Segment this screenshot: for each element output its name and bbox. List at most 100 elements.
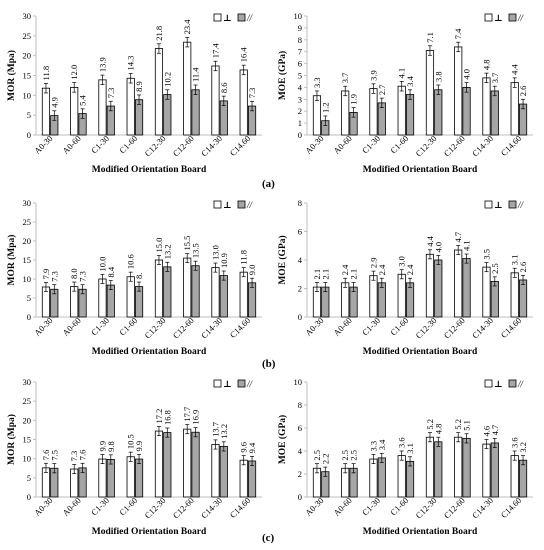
data-label: 2.4 — [377, 264, 387, 275]
data-label: 7.6 — [41, 450, 51, 461]
bar-perpendicular — [126, 276, 135, 318]
bar-parallel — [247, 282, 257, 318]
bar-parallel — [247, 460, 257, 498]
bar-perpendicular — [211, 267, 220, 318]
bar-parallel — [106, 459, 115, 498]
x-tick-label: C14-30 — [199, 495, 224, 520]
bar-perpendicular — [482, 77, 491, 136]
data-label: 8.6 — [219, 83, 229, 94]
bar-perpendicular — [154, 430, 164, 498]
x-tick-label: C14-30 — [199, 315, 224, 340]
data-label: 16.8 — [162, 410, 172, 425]
bar-parallel — [518, 279, 528, 318]
legend-label-perpendicular: ⊥ — [223, 379, 232, 389]
data-label: 3.1 — [510, 255, 520, 266]
data-label: 10.0 — [97, 257, 107, 272]
chart-6: 0 2 4 6 8 10 MOE (GPa) Modified Orientation Boa… — [277, 377, 533, 537]
bar-parallel — [462, 87, 471, 136]
data-label: 9.6 — [239, 442, 249, 453]
bar-perpendicular — [425, 50, 435, 136]
x-tick-label: A0-30 — [32, 133, 54, 155]
x-tick-label: C12-60 — [442, 133, 467, 158]
bar-perpendicular — [454, 436, 463, 498]
y-axis-label: MOR (Mpa) — [6, 50, 17, 101]
x-tick-label: C12-30 — [413, 495, 438, 520]
bar-perpendicular — [183, 257, 192, 318]
y-tick-label: 0 — [27, 492, 31, 502]
bar-perpendicular — [369, 275, 378, 318]
bar-perpendicular — [211, 444, 220, 498]
data-label: 21.8 — [154, 26, 164, 41]
data-label: 2.5 — [312, 450, 322, 461]
data-label: 3.1 — [405, 443, 415, 454]
bar-perpendicular — [454, 46, 463, 136]
x-tick-label: A0-30 — [303, 133, 325, 155]
data-label: 10.2 — [162, 72, 172, 87]
bar-perpendicular — [369, 458, 378, 498]
y-tick-label: 4 — [298, 255, 303, 265]
bar-perpendicular — [510, 272, 519, 318]
y-tick-label: 0 — [27, 312, 31, 322]
data-label: 4.1 — [397, 68, 407, 79]
bar-perpendicular — [312, 95, 322, 136]
data-label: 8.9 — [134, 81, 144, 92]
x-tick-label: C14.60 — [499, 133, 524, 158]
data-label: 3.9 — [368, 70, 378, 81]
y-tick-label: 25 — [23, 396, 32, 406]
bar-parallel — [163, 432, 172, 498]
data-label: 10.6 — [126, 254, 136, 269]
x-tick-label: C1-30 — [89, 133, 111, 155]
y-tick-label: 8 — [298, 198, 302, 208]
x-tick-label: C12-60 — [171, 315, 196, 340]
data-label: 5.1 — [462, 420, 472, 431]
bar-parallel — [490, 90, 499, 136]
bar-parallel — [377, 457, 386, 498]
data-label: 4.6 — [481, 426, 491, 437]
data-label: 23.4 — [182, 19, 192, 35]
bar-parallel — [434, 259, 443, 318]
bar-perpendicular — [341, 282, 350, 318]
x-tick-label: A0-30 — [303, 315, 325, 337]
y-tick-label: 10 — [294, 11, 303, 21]
bar-perpendicular — [70, 87, 79, 136]
bar-perpendicular — [397, 85, 406, 136]
data-label: 16.9 — [191, 410, 201, 425]
bar-perpendicular — [41, 87, 51, 136]
data-label: 17.4 — [210, 43, 220, 59]
bar-perpendicular — [425, 436, 435, 498]
x-tick-label: C14.60 — [228, 315, 253, 340]
data-label: 2.9 — [368, 257, 378, 268]
bar-parallel — [163, 266, 172, 318]
legend-swatch-parallel — [237, 379, 246, 388]
x-tick-label: C14.60 — [228, 495, 253, 520]
y-tick-label: 15 — [23, 435, 32, 445]
legend-swatch-parallel — [237, 13, 246, 22]
x-tick-label: C12-60 — [442, 495, 467, 520]
bar-parallel — [462, 437, 471, 498]
data-label: 3.2 — [518, 442, 528, 453]
bar-perpendicular — [211, 65, 220, 136]
bar-parallel — [405, 94, 415, 136]
data-label: 13.5 — [191, 243, 201, 258]
x-tick-label: C14-30 — [470, 315, 495, 340]
data-label: 7.3 — [247, 88, 257, 99]
data-label: 4.7 — [490, 425, 500, 436]
bar-perpendicular — [454, 249, 463, 318]
legend-label-perpendicular: ⊥ — [223, 200, 232, 210]
y-tick-label: 5 — [27, 473, 31, 483]
x-tick-label: C1-60 — [388, 495, 410, 517]
data-label: 4.9 — [49, 97, 59, 108]
y-axis-label: MOR (Mpa) — [6, 235, 17, 286]
y-tick-label: 2 — [298, 106, 302, 116]
legend-swatch-perpendicular — [484, 200, 493, 209]
x-tick-label: C14.60 — [499, 495, 524, 520]
data-label: 9.8 — [106, 441, 116, 452]
x-tick-label: C12-30 — [142, 315, 167, 340]
y-tick-label: 15 — [23, 255, 32, 265]
x-axis-label: Modified Orientation Board — [92, 165, 207, 175]
x-tick-label: C1-30 — [360, 495, 382, 517]
y-tick-label: 3 — [298, 94, 302, 104]
data-label: 2.6 — [518, 262, 528, 273]
data-label: 2.4 — [405, 264, 415, 275]
x-tick-label: C12-30 — [413, 315, 438, 340]
